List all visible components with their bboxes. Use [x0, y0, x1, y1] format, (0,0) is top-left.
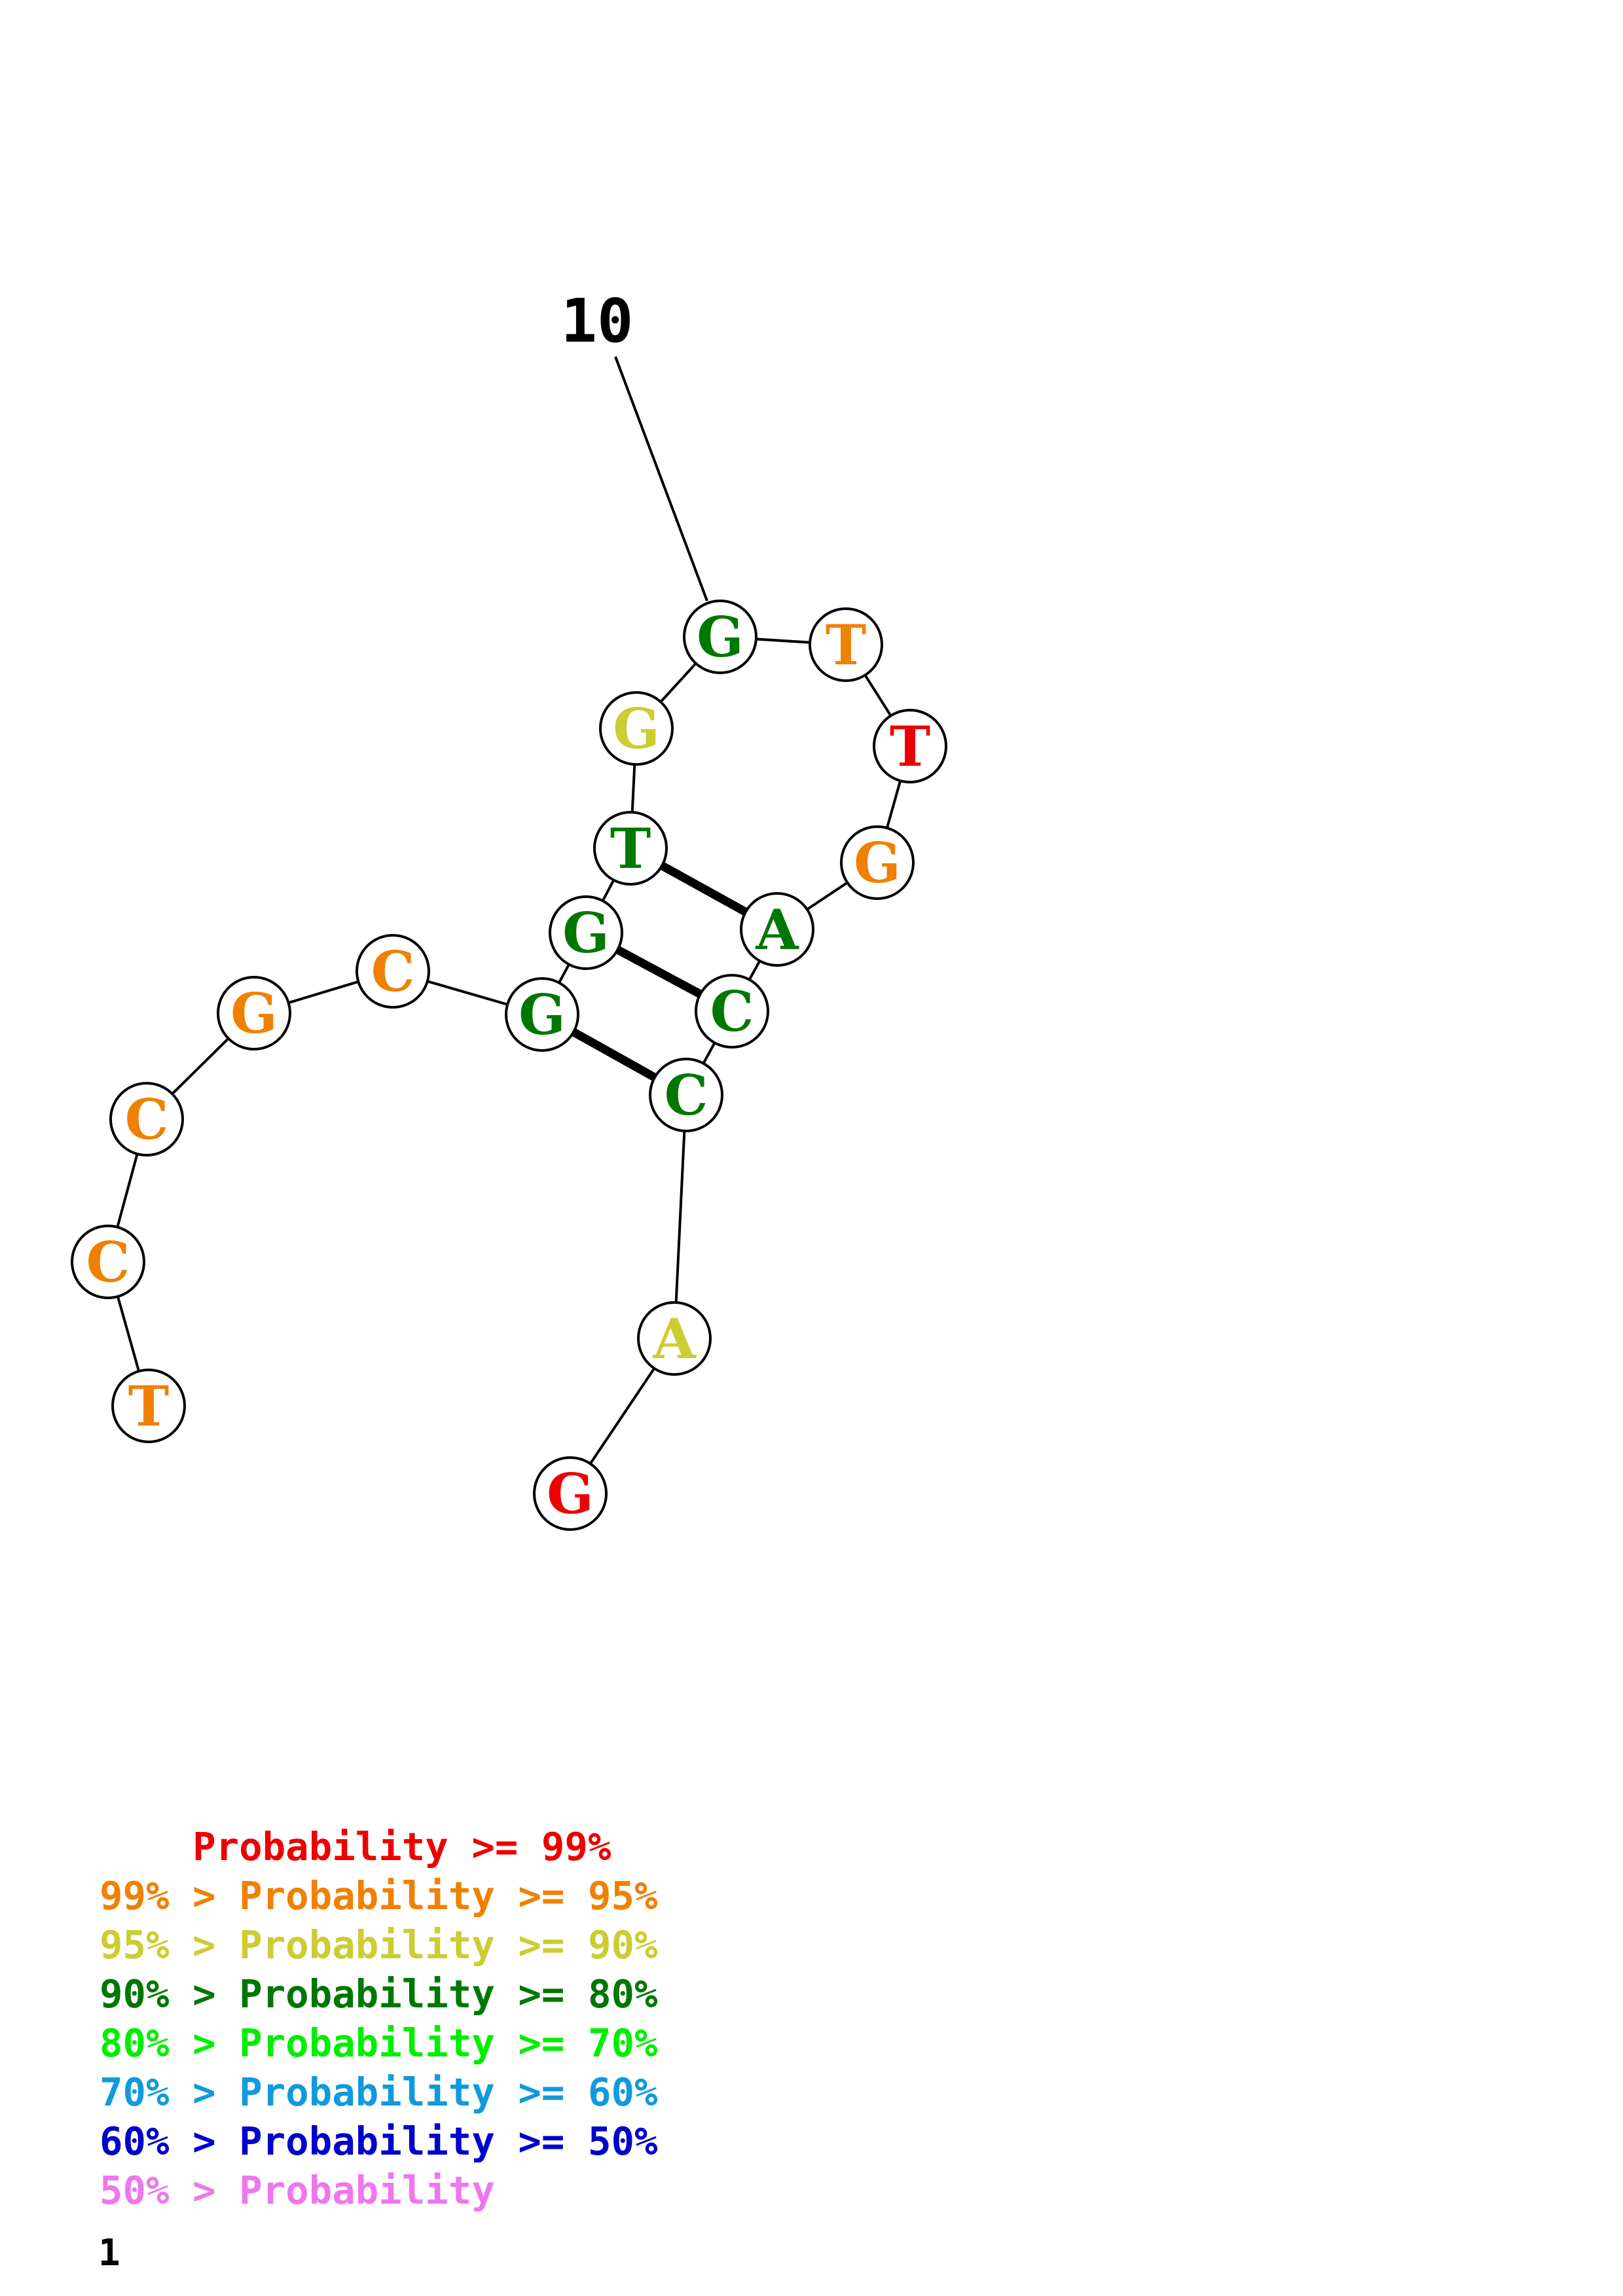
nucleotide-letter: T [826, 613, 867, 677]
nucleotide-letter: G [854, 831, 901, 895]
nucleotide-circle [695, 974, 769, 1049]
nucleotide-node: C [649, 1058, 723, 1132]
nucleotide-circle [599, 691, 674, 766]
legend-entry: 60% > Probability >= 50% [100, 2119, 658, 2164]
nucleotide-circle [593, 811, 668, 886]
nucleotide-circle [533, 1456, 608, 1531]
nucleotide-node: G [217, 976, 291, 1050]
nucleotide-letter: G [562, 901, 610, 965]
nucleotide-letter: A [755, 897, 799, 962]
nucleotide-letter: T [128, 1374, 170, 1439]
nucleotide-node: T [593, 811, 668, 886]
nucleotide-node: C [356, 934, 430, 1009]
nucleotide-circle [873, 709, 947, 783]
nucleotide-circle [840, 825, 915, 900]
position-10-label: 10 [561, 286, 634, 356]
nucleotide-letter: T [610, 816, 651, 881]
nucleotide-letter: G [697, 605, 744, 670]
nucleotide-node: C [71, 1225, 145, 1299]
nucleotide-letter: C [86, 1230, 130, 1295]
nucleotide-letter: G [230, 981, 278, 1046]
nucleotide-node: A [637, 1301, 712, 1376]
nucleotide-node: G [505, 977, 579, 1052]
nucleotide-circle [111, 1369, 186, 1443]
position-10-tick [614, 356, 708, 601]
base-pair-lines [539, 844, 780, 1099]
nucleotide-node: T [809, 607, 883, 682]
nucleotide-circle [71, 1225, 145, 1299]
nucleotide-circle [505, 977, 579, 1052]
nucleotide-letter: G [547, 1462, 594, 1526]
nucleotide-circle [109, 1082, 184, 1157]
legend-entry: 50% > Probability [100, 2168, 495, 2213]
legend-entry: 80% > Probability >= 70% [100, 2020, 658, 2066]
nucleotide-letter: C [665, 1063, 708, 1128]
nucleotide-letter: A [652, 1306, 697, 1371]
nucleotide-node: C [109, 1082, 184, 1157]
nucleotide-node: G [549, 895, 623, 970]
nucleotide-letter: C [125, 1087, 169, 1152]
legend-entry: Probability >= 99% [100, 1824, 611, 1869]
nucleotide-node: T [873, 709, 947, 783]
nucleotide-letter: T [890, 714, 931, 779]
nucleotide-letter: C [710, 979, 754, 1044]
legend-entry: 95% > Probability >= 90% [100, 1922, 658, 1967]
legend-entry: 99% > Probability >= 95% [100, 1873, 658, 1918]
backbone-lines [107, 636, 911, 1495]
nucleotide-circle [637, 1301, 712, 1376]
legend-entry: 70% > Probability >= 60% [100, 2070, 658, 2115]
nucleotide-circle [549, 895, 623, 970]
nucleotide-node: A [740, 892, 814, 967]
nucleotide-letter: G [613, 696, 660, 761]
nucleotide-circle [649, 1058, 723, 1132]
nucleotide-circle [217, 976, 291, 1050]
backbone-segment [673, 1094, 687, 1339]
nucleotide-circle [809, 607, 883, 682]
legend-entry: 90% > Probability >= 80% [100, 1971, 658, 2017]
nucleotide-circle [683, 600, 757, 674]
nucleotide-letter: C [371, 939, 415, 1004]
nucleotide-node: G [840, 825, 915, 900]
nucleotide-node: G [599, 691, 674, 766]
nucleotide-node: G [533, 1456, 608, 1531]
nucleotide-node: G [683, 600, 757, 674]
footer-number: 1 [98, 2232, 120, 2274]
nucleotide-node: C [695, 974, 769, 1049]
nucleotide-node: T [111, 1369, 186, 1443]
nucleotide-letter: G [519, 982, 566, 1047]
nucleotide-circle [356, 934, 430, 1009]
nucleotide-circle [740, 892, 814, 967]
